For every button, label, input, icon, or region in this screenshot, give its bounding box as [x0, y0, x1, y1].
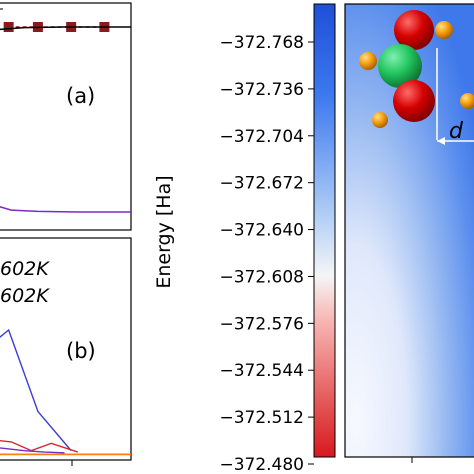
oxygen-atom-1 — [394, 10, 434, 50]
colorbar-tick-label: −372.512 — [219, 408, 304, 428]
colorbar-tick-label: −372.480 — [219, 455, 304, 474]
panel-a-frame — [0, 2, 132, 231]
hydrogen-atom-2 — [435, 21, 453, 39]
colorbar-tick-label: −372.704 — [219, 127, 304, 147]
panel-a: (a) — [0, 2, 132, 231]
panel-b-legend-1: 602K — [0, 258, 50, 280]
molecule-illustration: d — [359, 10, 474, 145]
hydrogen-atom-4 — [460, 93, 474, 109]
colorbar-tick-label: −372.544 — [219, 361, 304, 381]
carbon-atom — [378, 44, 422, 88]
panel-b-legend-2: 602K — [0, 285, 50, 307]
colorbar-axis-label: Energy [Ha] — [153, 175, 175, 288]
panel-a-label: (a) — [66, 84, 95, 108]
colorbar-fill — [313, 3, 336, 458]
hydrogen-atom-3 — [372, 112, 388, 128]
colorbar-tick-label: −372.608 — [219, 267, 304, 287]
panel-a-line-3 — [0, 206, 131, 213]
colorbar-tick-label: −372.736 — [219, 80, 304, 100]
panel-b-line-3 — [0, 447, 65, 454]
panel-b-line-2 — [0, 439, 79, 453]
panel-b-series — [0, 328, 131, 456]
oxygen-atom-2 — [393, 80, 435, 122]
colorbar: −372.768 −372.736 −372.704 −372.672 −372.640… — [153, 3, 336, 474]
panel-b: 602K 602K (b) — [0, 237, 132, 466]
distance-arrowhead — [437, 137, 445, 145]
distance-label: d — [449, 119, 464, 144]
panel-a-line-2 — [0, 26, 131, 31]
panel-b-line-1 — [0, 328, 72, 452]
colorbar-tick-label: −372.672 — [219, 174, 304, 194]
panel-a-series — [0, 22, 131, 213]
panel-b-label: (b) — [66, 339, 96, 363]
hydrogen-atom-1 — [359, 52, 377, 70]
colorbar-tick-label: −372.640 — [219, 221, 304, 241]
colorbar-ticks: −372.768 −372.736 −372.704 −372.672 −372.640… — [219, 33, 314, 474]
colorbar-tick-label: −372.576 — [219, 314, 304, 334]
panel-a-marker-point — [3, 22, 14, 32]
colorbar-tick-label: −372.768 — [219, 33, 304, 53]
panel-b-frame — [0, 237, 132, 461]
heatmap-panel: d — [344, 3, 474, 463]
